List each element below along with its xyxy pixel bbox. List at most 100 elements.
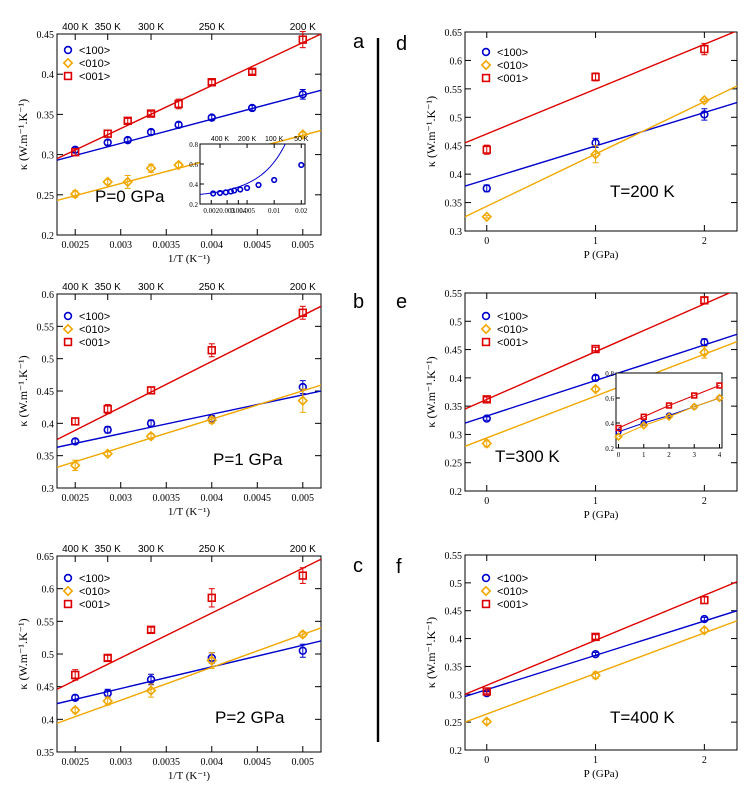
- series-001: [57, 31, 321, 160]
- inset-x-tick-label: 1: [642, 451, 646, 459]
- data-point: [591, 72, 600, 82]
- data-point: [145, 162, 157, 174]
- inset-point: [664, 412, 674, 422]
- legend-marker: [63, 71, 73, 81]
- panel-annotation: P=1 GPa: [213, 450, 283, 469]
- panel-annotation: P=2 GPa: [215, 708, 285, 727]
- inset-y-tick-label: 0.6: [605, 395, 614, 403]
- legend-label: <010>: [79, 58, 110, 70]
- fit-line: [465, 333, 737, 424]
- series-010: [57, 384, 321, 472]
- data-point: [103, 404, 112, 414]
- legend-label: <100>: [497, 311, 528, 323]
- fit-line: [465, 32, 737, 144]
- inset-line: [618, 385, 720, 429]
- fit-line: [57, 34, 321, 160]
- inset-point: [298, 161, 305, 169]
- data-point: [103, 653, 112, 663]
- y-tick-label: 0.45: [37, 683, 55, 694]
- series-001: [465, 581, 737, 696]
- data-point: [69, 704, 81, 716]
- data-point: [297, 129, 309, 140]
- plot-frame: [464, 554, 738, 751]
- data-point: [700, 110, 709, 119]
- series-010: [465, 340, 737, 449]
- panel-letter: b: [353, 291, 364, 313]
- y-tick-label: 0.3: [450, 430, 463, 441]
- data-point: [146, 625, 156, 635]
- data-point: [298, 35, 307, 44]
- inset-point: [716, 382, 723, 389]
- y-tick-label: 0.55: [37, 617, 55, 628]
- data-point: [699, 347, 710, 358]
- data-point: [207, 113, 216, 122]
- inset-point: [243, 184, 251, 192]
- series-100: [57, 640, 321, 705]
- inset-x-tick-label: 0.003: [219, 207, 235, 215]
- inset-point: [216, 189, 224, 197]
- fit-line: [57, 384, 321, 468]
- y-tick-label: 0.55: [445, 85, 463, 96]
- y-tick-label: 0.55: [445, 551, 463, 562]
- y-tick-label: 0.4: [42, 70, 55, 81]
- data-point: [297, 395, 309, 407]
- y-tick-label: 0.2: [42, 231, 55, 242]
- data-point: [590, 148, 601, 160]
- y-axis-label: κ (W.m⁻¹.K⁻¹): [16, 618, 30, 689]
- data-point: [103, 425, 112, 434]
- legend-marker: [481, 47, 491, 57]
- x-tick-label: 2: [702, 496, 707, 507]
- data-point: [298, 646, 307, 655]
- inset-y-tick-label: 0.4: [605, 420, 614, 428]
- data-point: [174, 99, 183, 109]
- y-tick-label: 0.35: [445, 199, 463, 210]
- y-tick-label: 0.45: [37, 30, 55, 41]
- y-tick-label: 0.55: [445, 289, 463, 300]
- inset-point: [271, 176, 278, 184]
- panel-letter: d: [396, 33, 407, 55]
- inset-y-tick-label: 0.6: [189, 161, 198, 169]
- legend-label: <001>: [497, 599, 528, 611]
- top-tick-label: 400 K: [62, 282, 88, 293]
- panel-letter: a: [353, 31, 365, 53]
- legend: <100><010><001>: [62, 311, 110, 349]
- data-point: [700, 44, 709, 54]
- y-tick-label: 0.5: [42, 355, 55, 366]
- data-point: [206, 414, 218, 426]
- data-point: [482, 145, 491, 154]
- data-point: [298, 308, 307, 317]
- data-point: [146, 109, 156, 118]
- x-tick-label: 0.003: [109, 240, 132, 251]
- y-axis-label: κ (W.m⁻¹.K⁻¹): [424, 96, 438, 167]
- inset-x-tick-label: 3: [692, 451, 696, 459]
- x-tick-label: 0.0025: [61, 757, 89, 768]
- legend-label: <001>: [497, 337, 528, 349]
- top-tick-label: 350 K: [95, 22, 121, 33]
- legend-marker: [62, 585, 74, 597]
- data-point: [247, 67, 257, 76]
- x-axis-label: 1/T (K⁻¹): [168, 770, 211, 782]
- data-point: [146, 419, 156, 428]
- data-point: [69, 460, 81, 471]
- data-point: [123, 135, 132, 145]
- inset-point: [237, 186, 244, 193]
- legend-marker: [63, 337, 73, 347]
- series-001: [465, 32, 737, 155]
- x-tick-label: 1: [593, 496, 598, 507]
- legend-label: <100>: [497, 47, 528, 59]
- panel-letter: e: [396, 291, 407, 313]
- inset-y-tick-label: 0.2: [605, 445, 614, 453]
- top-tick-label: 200 K: [290, 544, 316, 555]
- data-point: [247, 103, 257, 113]
- legend-marker: [480, 585, 492, 597]
- legend-marker: [63, 45, 73, 55]
- data-point: [700, 296, 709, 305]
- series-010: [465, 85, 737, 223]
- data-point: [700, 595, 709, 605]
- data-point: [71, 670, 80, 680]
- inset-y-tick-label: 0.8: [189, 141, 198, 149]
- data-point: [102, 448, 114, 460]
- inset-point: [691, 392, 698, 399]
- y-tick-label: 0.4: [450, 374, 463, 385]
